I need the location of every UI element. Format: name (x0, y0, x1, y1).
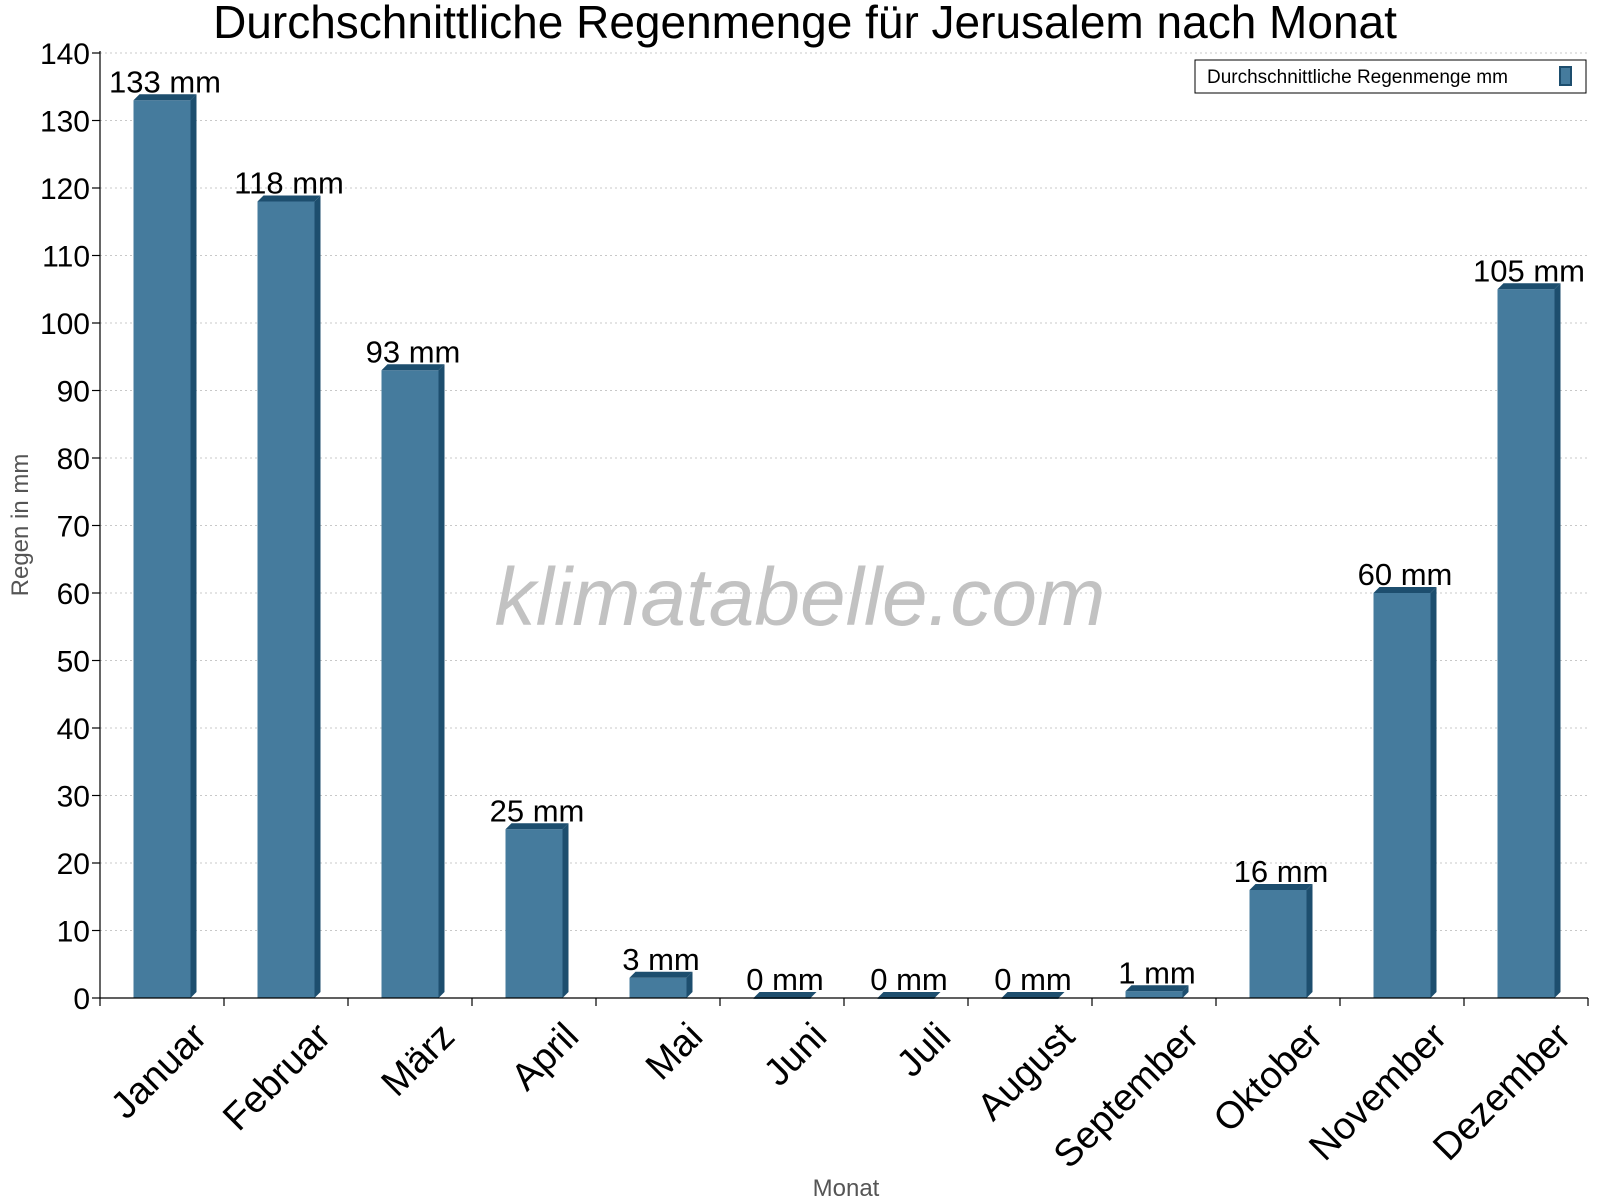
x-tick-label: März (374, 1015, 463, 1104)
x-tick-label: Mai (638, 1015, 711, 1088)
x-tick-label: August (970, 1015, 1084, 1129)
watermark-text: klimatabelle.com (495, 552, 1106, 643)
data-label: 25 mm (490, 793, 585, 828)
bar-top (133, 94, 197, 101)
x-tick-label: April (504, 1015, 587, 1098)
bar (1125, 991, 1183, 998)
bar (381, 370, 439, 998)
data-label: 0 mm (870, 962, 948, 997)
bar-side (190, 94, 197, 998)
y-tick-label: 70 (57, 511, 90, 544)
y-axis-label: Regen in mm (7, 454, 34, 597)
x-tick-label: Juli (889, 1015, 959, 1085)
y-tick-label: 0 (73, 983, 90, 1016)
y-tick-label: 90 (57, 376, 90, 409)
grid-lines (100, 52, 1588, 931)
data-label: 0 mm (994, 962, 1072, 997)
data-label: 16 mm (1234, 854, 1329, 889)
bar-side (1306, 884, 1313, 998)
y-tick-labels: 0 10 20 30 40 50 60 70 80 90 100 110 120 130 140 (40, 38, 90, 1016)
y-tick-label: 40 (57, 713, 90, 746)
legend-label: Durchschnittliche Regenmenge mm (1207, 67, 1508, 88)
y-tick-label: 20 (57, 848, 90, 881)
data-label: 93 mm (366, 334, 461, 369)
data-label: 1 mm (1118, 955, 1196, 990)
bar-top (1001, 992, 1065, 998)
legend-box (1194, 59, 1587, 94)
bar (505, 829, 563, 998)
data-label: 60 mm (1358, 557, 1453, 592)
data-label: 3 mm (622, 942, 700, 977)
bar (257, 201, 315, 998)
y-tick-label: 50 (57, 646, 90, 679)
bar-top (877, 992, 941, 998)
x-tick-label: Januar (103, 1015, 215, 1127)
data-label: 105 mm (1473, 253, 1585, 288)
bar (1373, 593, 1431, 998)
data-label: 133 mm (109, 64, 221, 99)
axes (92, 51, 1589, 1006)
bar-side (562, 823, 569, 998)
bar-top (1373, 587, 1437, 593)
data-label: 118 mm (234, 166, 344, 201)
bar-side (314, 195, 321, 998)
x-tick-labels: Januar Februar März April Mai Juni Juli AugustS… (103, 1015, 1579, 1176)
bar-top (1497, 283, 1561, 290)
bar-top (1249, 884, 1313, 890)
bar-side (1182, 985, 1189, 998)
bar-top (1125, 985, 1189, 992)
x-tick-label: Oktober (1206, 1015, 1332, 1141)
data-labels: 133 mm 118 mm 93 mm 25 mm 3 mm 0 mm 0 mm 0 mm 1 … (109, 64, 1585, 997)
bar-top (753, 992, 817, 998)
bar-side (686, 971, 693, 998)
x-tick-label: Juni (756, 1015, 835, 1094)
y-tick-label: 100 (40, 308, 90, 341)
y-tick-label: 110 (42, 241, 90, 274)
legend-swatch (1559, 66, 1572, 86)
y-tick-label: 60 (57, 578, 90, 611)
y-tick-label: 30 (57, 781, 90, 814)
x-axis-label: Monat (813, 1175, 880, 1200)
legend: Durchschnittliche Regenmenge mm (1194, 59, 1587, 94)
data-label: 0 mm (746, 962, 824, 997)
bar (1249, 890, 1307, 998)
y-tick-label: 80 (57, 443, 90, 476)
x-tick-label: Februar (215, 1015, 339, 1139)
y-tick-label: 120 (40, 173, 90, 206)
bar-side (1554, 283, 1561, 998)
y-tick-label: 130 (40, 106, 90, 139)
chart-title: Durchschnittliche Regenmenge für Jerusal… (213, 0, 1397, 48)
bar-top (505, 823, 569, 830)
bar (1497, 289, 1555, 998)
bar-side (1430, 587, 1437, 998)
bar (629, 977, 687, 998)
x-tick-label: Dezember (1425, 1015, 1579, 1169)
y-tick-label: 10 (57, 916, 90, 949)
bar (133, 100, 191, 998)
y-tick-label: 140 (40, 38, 90, 71)
bar-top (629, 971, 693, 978)
bar-side (438, 364, 445, 998)
bar-top (257, 195, 321, 202)
bar-top (381, 364, 445, 371)
bar-series (133, 94, 1561, 999)
